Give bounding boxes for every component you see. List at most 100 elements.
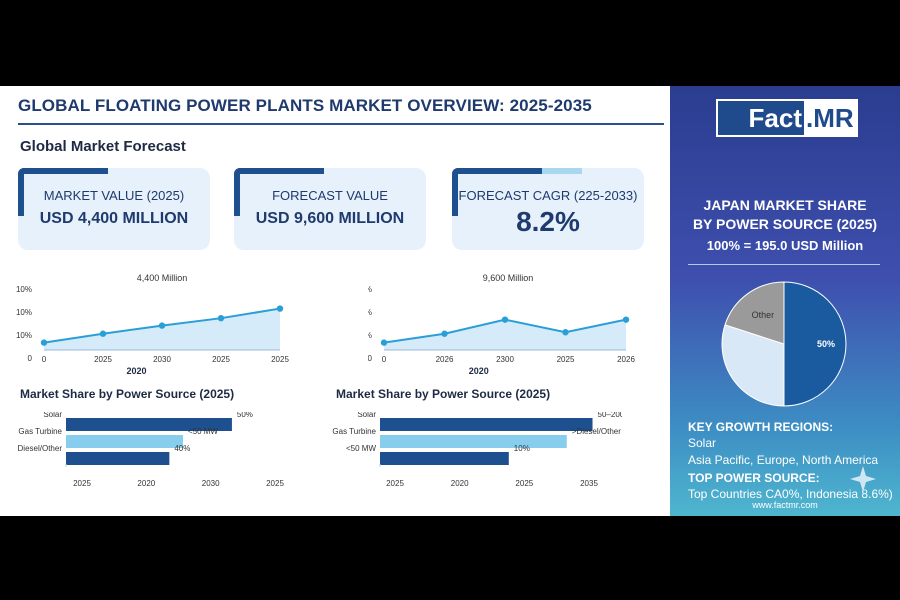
bar [66, 418, 232, 431]
data-point [217, 314, 225, 322]
y-tick-label: 10% [16, 308, 32, 317]
y-tick-label: 0 [368, 354, 373, 363]
pie-slice-label: Other [752, 310, 775, 320]
page-title: GLOBAL FLOATING POWER PLANTS MARKET OVER… [18, 96, 592, 115]
top-power-source-line: Top Countries CA0%, Indonesia 8.6%) [688, 487, 893, 501]
bar-category-label: <50 MW [346, 444, 376, 453]
data-point [562, 329, 569, 336]
pie-slice [724, 281, 785, 345]
infographic: GLOBAL FLOATING POWER PLANTS MARKET OVER… [0, 86, 900, 516]
x-tick-label: 2025 [94, 355, 112, 364]
y-tick-label: 10% [368, 331, 372, 340]
card-accent [18, 168, 24, 216]
kpi-card-cagr: FORECAST CAGR (225-2033) 8.2% [452, 168, 644, 250]
annotation-label: 4,400 Million [137, 273, 188, 283]
x-tick-label: 2025 [73, 479, 91, 488]
kpi-card-forecast-value: FORECAST VALUE USD 9,600 MILLION [234, 168, 426, 250]
bar-category-label: Solar [43, 412, 62, 419]
bar-value-label: 40% [174, 444, 190, 453]
bar-chart-power-source: Solar 50% Gas Turbine <50 MW Diesel/Other 40%… [18, 412, 285, 488]
data-point [40, 339, 48, 346]
bar-chart-power-source-alt: Solar 50–200 MW Gas Turbine >Diesel/Other <5… [332, 412, 622, 488]
y-tick-label: 10% [368, 285, 372, 294]
growth-regions-heading: KEY GROWTH REGIONS: [688, 420, 834, 434]
card-accent [452, 168, 458, 216]
growth-regions-line: Asia Pacific, Europe, North America [688, 453, 879, 467]
title-divider [18, 123, 664, 125]
bar-category-label: Diesel/Other [18, 444, 63, 453]
pie-slice [721, 324, 785, 407]
bar [66, 452, 170, 465]
data-point [622, 316, 630, 323]
bar [380, 418, 593, 431]
pie-slice-label: 50% [817, 339, 835, 349]
bar [380, 435, 567, 448]
x-tick-label: 0 [382, 355, 387, 364]
bar-value-label: 50–200 MW [598, 412, 622, 419]
japan-market-panel: Fact .MR JAPAN MARKET SHARE BY POWER SOU… [670, 86, 900, 516]
y-tick-label: 10% [16, 331, 32, 340]
x-axis-note: 2020 [126, 366, 146, 376]
panel-total: 100% = 195.0 USD Million [706, 238, 864, 253]
x-tick-label: 2025 [386, 479, 404, 488]
pie-slice [783, 281, 847, 407]
logo-text-left: Fact [718, 101, 804, 135]
x-tick-label: 2025 [515, 479, 533, 488]
growth-regions-line: Solar [688, 436, 717, 450]
x-tick-label: 2020 [451, 479, 469, 488]
line-chart-market-value: 10% 10% 10% 0 0 2025 2030 2025 2025 2020 4,400 Mil… [16, 273, 289, 376]
x-tick-label: 2025 [212, 355, 230, 364]
top-power-source-heading: TOP POWER SOURCE: [688, 471, 820, 485]
pie-chart-japan-share: 50% Other [721, 281, 847, 407]
x-tick-label: 2025 [271, 355, 289, 364]
card-accent [234, 168, 240, 216]
bar [66, 435, 183, 448]
x-tick-label: 2300 [496, 355, 514, 364]
factmr-logo: Fact .MR [716, 99, 858, 137]
line-chart-forecast-value: 10% 10% 10% 00 2026 2300 2025 2026 2020 9,600 Mil… [368, 273, 635, 376]
sparkle-icon [850, 466, 876, 492]
kpi-label: MARKET VALUE (2025) [43, 188, 185, 203]
panel-title-line: JAPAN MARKET SHARE [703, 197, 867, 213]
kpi-label: FORECAST VALUE [272, 188, 388, 203]
panel-divider [688, 264, 880, 265]
bar-value-label: >Diesel/Other [572, 427, 621, 436]
x-tick-label: 2020 [137, 479, 155, 488]
x-tick-label: 2026 [436, 355, 454, 364]
kpi-value: 8.2% [516, 206, 580, 237]
x-tick-label: 2035 [580, 479, 598, 488]
bar-value-label: 10% [514, 444, 530, 453]
kpi-value: USD 4,400 MILLION [39, 210, 189, 227]
data-point [276, 305, 284, 312]
bar-chart-title: Market Share by Power Source (2025) [336, 387, 551, 401]
annotation-label: 9,600 Million [483, 273, 534, 283]
data-point [380, 339, 388, 346]
bar-value-label: 50% [237, 412, 253, 419]
series-area [384, 319, 626, 350]
section-title-forecast: Global Market Forecast [20, 138, 186, 155]
bar-chart-title: Market Share by Power Source (2025) [20, 387, 235, 401]
x-tick-label: 2026 [617, 355, 635, 364]
data-point [99, 330, 107, 337]
card-accent [18, 168, 108, 174]
card-accent [542, 168, 582, 174]
x-tick-label: 0 [42, 355, 47, 364]
website-url: www.factmr.com [752, 500, 818, 510]
bar [380, 452, 509, 465]
x-tick-label: 2030 [202, 479, 220, 488]
x-tick-label: 2025 [266, 479, 284, 488]
kpi-label: FORECAST CAGR (225-2033) [458, 188, 638, 203]
card-accent [452, 168, 542, 174]
bar-category-label: Gas Turbine [332, 427, 376, 436]
bar-category-label: Gas Turbine [18, 427, 62, 436]
y-tick-label: 10% [16, 285, 32, 294]
panel-title-line: BY POWER SOURCE (2025) [692, 216, 878, 232]
data-point [158, 322, 166, 329]
data-point [441, 330, 448, 337]
data-point [501, 316, 509, 323]
y-tick-label: 0 [28, 354, 33, 363]
x-axis-note: 2020 [469, 366, 489, 376]
x-tick-label: 2030 [153, 355, 171, 364]
card-accent [234, 168, 324, 174]
x-tick-label: 2025 [557, 355, 575, 364]
